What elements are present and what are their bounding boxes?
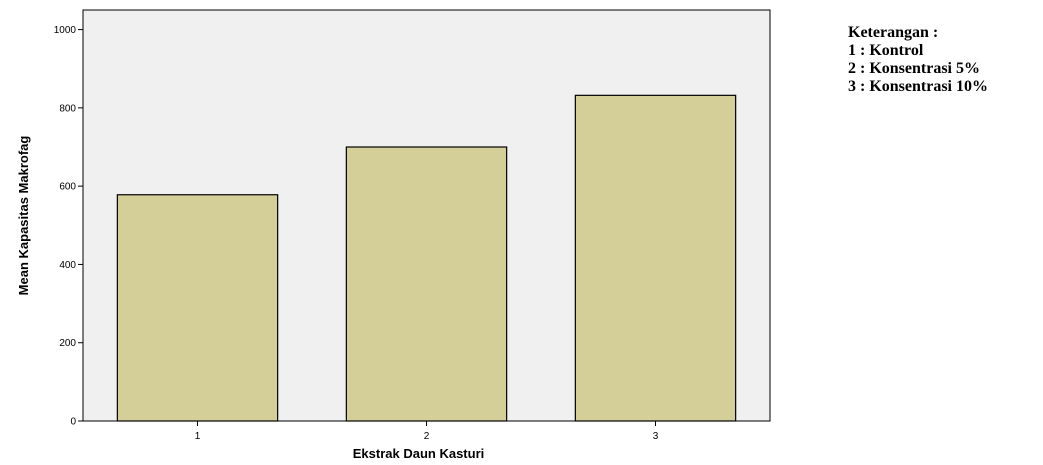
x-axis: 1 2 3 <box>83 421 770 442</box>
bar-1 <box>117 195 277 421</box>
y-tick-label: 200 <box>59 338 76 349</box>
y-tick-label: 600 <box>59 182 76 193</box>
x-tick-label: 1 <box>195 431 201 442</box>
bar-2 <box>346 147 506 421</box>
y-tick-label: 1000 <box>54 25 77 36</box>
legend-item-2: 2 : Konsentrasi 5% <box>848 60 988 78</box>
bar-chart: 0 200 400 600 800 1000 1 2 3 Ekstrak Daun Kastu… <box>0 0 840 465</box>
x-tick-label: 3 <box>653 431 659 442</box>
legend-item-3: 3 : Konsentrasi 10% <box>848 78 988 96</box>
x-axis-title: Ekstrak Daun Kasturi <box>353 446 485 461</box>
bar-3 <box>575 95 735 421</box>
legend: Keterangan : 1 : Kontrol 2 : Konsentrasi… <box>848 24 988 96</box>
y-tick-label: 400 <box>59 260 76 271</box>
legend-title: Keterangan : <box>848 24 988 42</box>
legend-item-1: 1 : Kontrol <box>848 42 988 60</box>
y-axis: 0 200 400 600 800 1000 <box>54 10 83 428</box>
y-tick-label: 0 <box>70 417 76 428</box>
y-axis-title: Mean Kapasitas Makrofag <box>16 136 31 296</box>
x-tick-label: 2 <box>424 431 430 442</box>
y-tick-label: 800 <box>59 103 76 114</box>
